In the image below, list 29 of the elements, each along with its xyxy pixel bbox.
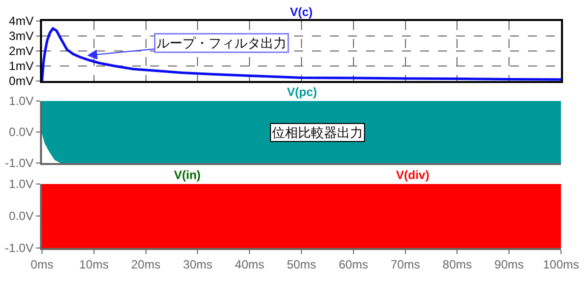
- y-tick-label: 0.0V: [8, 125, 34, 140]
- legend-label: V(in): [174, 168, 201, 182]
- x-tick-label: 80ms: [442, 257, 472, 272]
- y-tick-label: -1.0V: [4, 156, 34, 170]
- y-tick-label: 1.0V: [8, 177, 34, 192]
- y-tick-label: -1.0V: [4, 241, 34, 256]
- text: V(c): [290, 5, 313, 19]
- x-tick-label: 50ms: [286, 257, 316, 272]
- x-tick-label: 60ms: [338, 257, 368, 272]
- x-tick-label: 40ms: [234, 257, 264, 272]
- annotation: ループ・フィルタ出力: [156, 36, 286, 50]
- y-tick-label: 1.0V: [8, 94, 34, 108]
- y-tick-label: 2mV: [8, 44, 34, 58]
- line-series: [42, 27, 561, 81]
- series-label: V(div): [396, 168, 430, 182]
- annotation: 位相比較器出力: [272, 125, 363, 140]
- x-tick-label: 100ms: [542, 257, 580, 272]
- y-tick-label: 1mV: [8, 59, 34, 74]
- y-tick-label: 0.0V: [8, 209, 34, 224]
- x-tick-label: 30ms: [183, 257, 212, 272]
- x-tick-label: 90ms: [494, 257, 524, 272]
- y-tick-label: 3mV: [8, 29, 34, 44]
- y-tick-label: 0mV: [8, 74, 34, 88]
- series-label: V(pc): [287, 85, 318, 99]
- x-tick-label: 10ms: [79, 257, 109, 272]
- x-tick-label: 0ms: [30, 257, 54, 272]
- y-tick-label: 4mV: [8, 14, 34, 28]
- x-tick-label: 20ms: [131, 257, 160, 272]
- x-tick-label: 70ms: [390, 257, 420, 272]
